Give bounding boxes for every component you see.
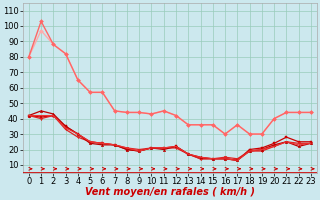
X-axis label: Vent moyen/en rafales ( km/h ): Vent moyen/en rafales ( km/h ) [85,187,255,197]
